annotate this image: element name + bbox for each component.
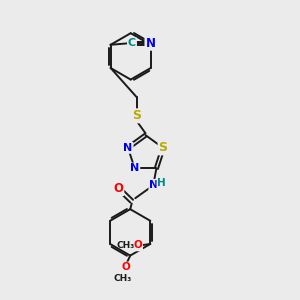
Text: S: S [159, 141, 168, 154]
Text: CH₃: CH₃ [116, 241, 134, 250]
Text: N: N [130, 164, 139, 173]
Text: O: O [134, 241, 142, 250]
Text: S: S [132, 109, 141, 122]
Text: C: C [128, 38, 136, 48]
Text: N: N [123, 143, 133, 153]
Text: N: N [149, 180, 159, 190]
Text: O: O [113, 182, 123, 195]
Text: N: N [146, 37, 155, 50]
Text: CH₃: CH₃ [114, 274, 132, 283]
Text: H: H [157, 178, 166, 188]
Text: O: O [122, 262, 130, 272]
